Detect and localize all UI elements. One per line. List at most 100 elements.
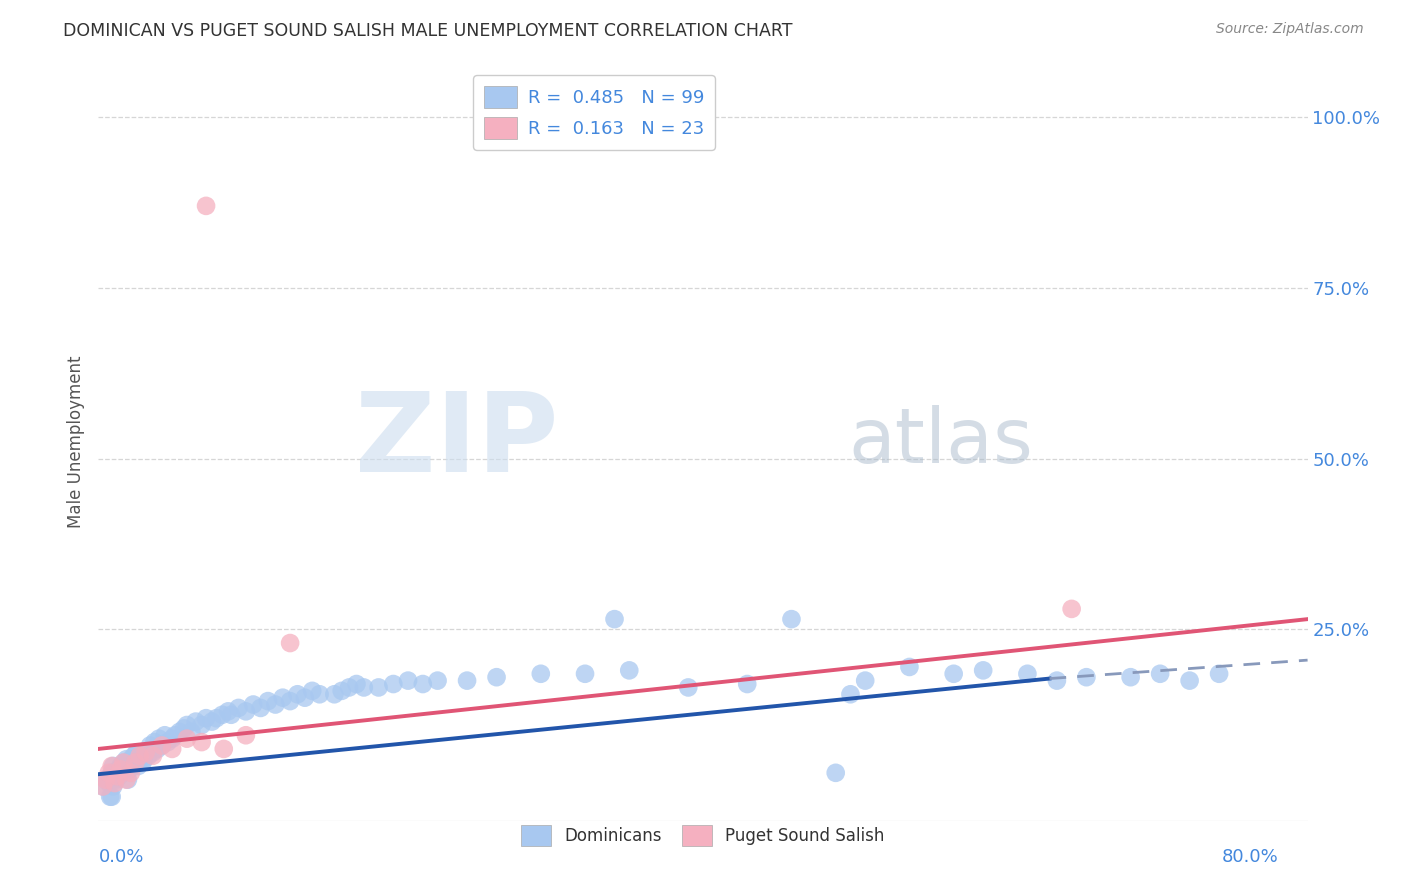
Point — [125, 745, 148, 759]
Point — [235, 704, 257, 718]
Point — [98, 769, 121, 783]
Point — [190, 718, 212, 732]
Point — [101, 765, 124, 780]
Point — [156, 735, 179, 749]
Point — [301, 684, 323, 698]
Point — [205, 711, 228, 725]
Point — [97, 776, 120, 790]
Point — [824, 765, 846, 780]
Point — [735, 677, 758, 691]
Text: ZIP: ZIP — [354, 388, 558, 495]
Point — [108, 769, 131, 783]
Point — [115, 772, 138, 787]
Point — [257, 694, 280, 708]
Point — [146, 742, 169, 756]
Point — [128, 748, 150, 763]
Point — [94, 772, 117, 787]
Point — [124, 756, 146, 770]
Point — [678, 681, 700, 695]
Point — [603, 612, 626, 626]
Point — [121, 759, 143, 773]
Point — [180, 724, 202, 739]
Text: atlas: atlas — [848, 405, 1033, 478]
Point — [176, 718, 198, 732]
Y-axis label: Male Unemployment: Male Unemployment — [66, 355, 84, 528]
Point — [212, 742, 235, 756]
Point — [111, 765, 134, 780]
Point — [780, 612, 803, 626]
Point — [367, 681, 389, 695]
Point — [153, 728, 176, 742]
Point — [190, 735, 212, 749]
Point — [1046, 673, 1069, 688]
Point — [278, 636, 301, 650]
Point — [120, 765, 142, 780]
Point — [107, 765, 129, 780]
Text: Source: ZipAtlas.com: Source: ZipAtlas.com — [1216, 22, 1364, 37]
Point — [112, 756, 135, 770]
Point — [120, 752, 142, 766]
Point — [124, 756, 146, 770]
Point — [101, 780, 124, 794]
Point — [619, 664, 641, 678]
Point — [942, 666, 965, 681]
Point — [142, 745, 165, 759]
Point — [134, 752, 156, 766]
Point — [131, 756, 153, 770]
Point — [201, 714, 224, 729]
Point — [278, 694, 301, 708]
Point — [972, 664, 994, 678]
Point — [101, 772, 124, 787]
Legend: Dominicans, Puget Sound Salish: Dominicans, Puget Sound Salish — [513, 817, 893, 854]
Point — [100, 789, 122, 804]
Point — [115, 752, 138, 766]
Point — [287, 687, 309, 701]
Point — [128, 748, 150, 763]
Point — [122, 748, 145, 763]
Point — [139, 739, 162, 753]
Point — [150, 739, 173, 753]
Point — [97, 765, 120, 780]
Point — [294, 690, 316, 705]
Point — [100, 759, 122, 773]
Point — [1017, 666, 1039, 681]
Point — [150, 739, 173, 753]
Point — [173, 722, 195, 736]
Point — [412, 677, 434, 691]
Point — [135, 745, 157, 759]
Point — [143, 735, 166, 749]
Point — [456, 673, 478, 688]
Point — [135, 745, 157, 759]
Point — [148, 731, 170, 746]
Point — [98, 789, 121, 804]
Point — [271, 690, 294, 705]
Point — [1119, 670, 1142, 684]
Point — [839, 687, 862, 701]
Point — [228, 701, 250, 715]
Point — [219, 707, 242, 722]
Point — [346, 677, 368, 691]
Point — [142, 748, 165, 763]
Point — [176, 731, 198, 746]
Point — [1060, 602, 1083, 616]
Point — [330, 684, 353, 698]
Point — [574, 666, 596, 681]
Point — [127, 759, 149, 773]
Point — [249, 701, 271, 715]
Point — [117, 756, 139, 770]
Point — [396, 673, 419, 688]
Point — [169, 724, 191, 739]
Point — [165, 728, 187, 742]
Point — [323, 687, 346, 701]
Point — [195, 711, 218, 725]
Point — [530, 666, 553, 681]
Point — [110, 763, 132, 777]
Point — [138, 748, 160, 763]
Point — [195, 199, 218, 213]
Point — [235, 728, 257, 742]
Point — [211, 707, 233, 722]
Text: 0.0%: 0.0% — [98, 848, 143, 866]
Point — [184, 714, 207, 729]
Point — [353, 681, 375, 695]
Point — [217, 704, 239, 718]
